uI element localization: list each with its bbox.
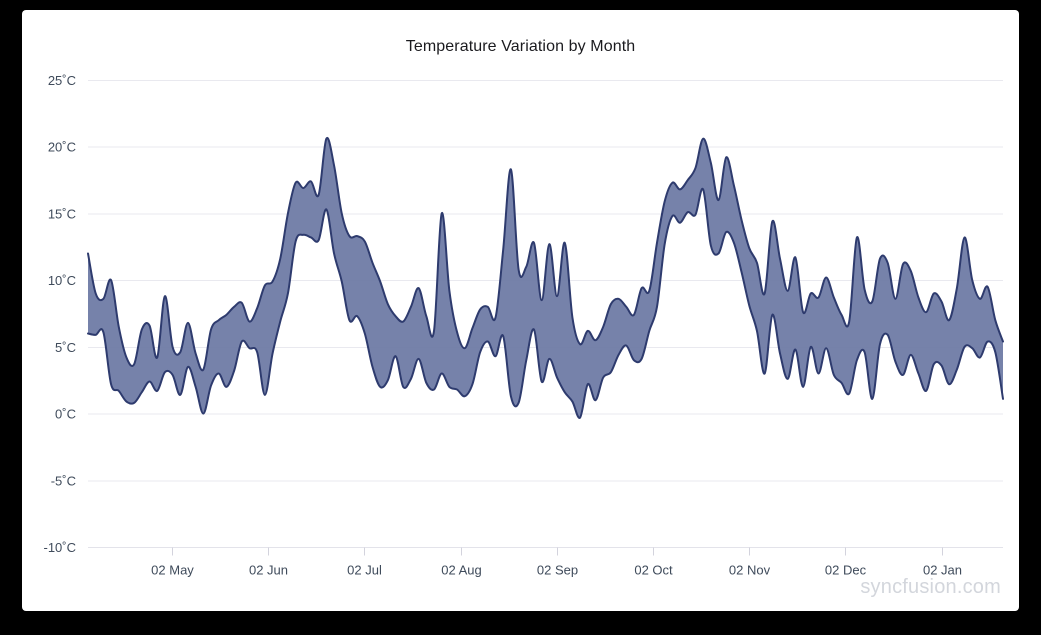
- y-axis-tick-label: -5˚C: [51, 473, 76, 488]
- x-axis-tick-label: 02 Dec: [825, 563, 867, 578]
- low-temperature-line[interactable]: [87, 187, 1004, 419]
- y-axis-tick-label: 25˚C: [48, 73, 76, 88]
- y-axis-tick-label: 0˚C: [55, 407, 76, 422]
- x-axis-tick-label: 02 Sep: [537, 563, 578, 578]
- y-axis-tick-label: 15˚C: [48, 206, 76, 221]
- y-axis-labels: 25˚C 20˚C 15˚C 10˚C 5˚C 0˚C -5˚C -10˚C: [43, 73, 76, 555]
- page-title: Temperature Variation by Month: [405, 38, 636, 55]
- high-temperature-line[interactable]: [87, 136, 1004, 372]
- chart-card: Temperature Variation by Month 25˚C 20˚C 1…: [22, 10, 1019, 611]
- x-axis: [88, 547, 1003, 556]
- x-axis-tick-label: 02 May: [151, 563, 194, 578]
- y-axis-tick-label: 5˚C: [55, 340, 76, 355]
- x-axis-tick-label: 02 Nov: [729, 563, 771, 578]
- x-axis-labels: 02 May 02 Jun 02 Jul 02 Aug 02 Sep 02 Oct 02 N…: [151, 563, 962, 578]
- x-axis-tick-label: 02 Jun: [249, 563, 288, 578]
- x-axis-tick-label: 02 Aug: [441, 563, 482, 578]
- y-axis-tick-label: -10˚C: [43, 540, 76, 555]
- x-axis-tick-label: 02 Jul: [347, 563, 382, 578]
- x-axis-tick-label: 02 Jan: [923, 563, 962, 578]
- watermark: syncfusion.com: [860, 576, 1001, 598]
- y-axis-tick-label: 20˚C: [48, 140, 76, 155]
- temperature-range-area-chart[interactable]: 25˚C20˚C15˚C10˚C5˚C0˚C-5˚C-10˚C 02 May 02…: [22, 10, 1019, 611]
- x-axis-tick-label: 02 Oct: [634, 563, 673, 578]
- y-axis-tick-label: 10˚C: [48, 273, 76, 288]
- range-area-series[interactable]: [87, 136, 1004, 419]
